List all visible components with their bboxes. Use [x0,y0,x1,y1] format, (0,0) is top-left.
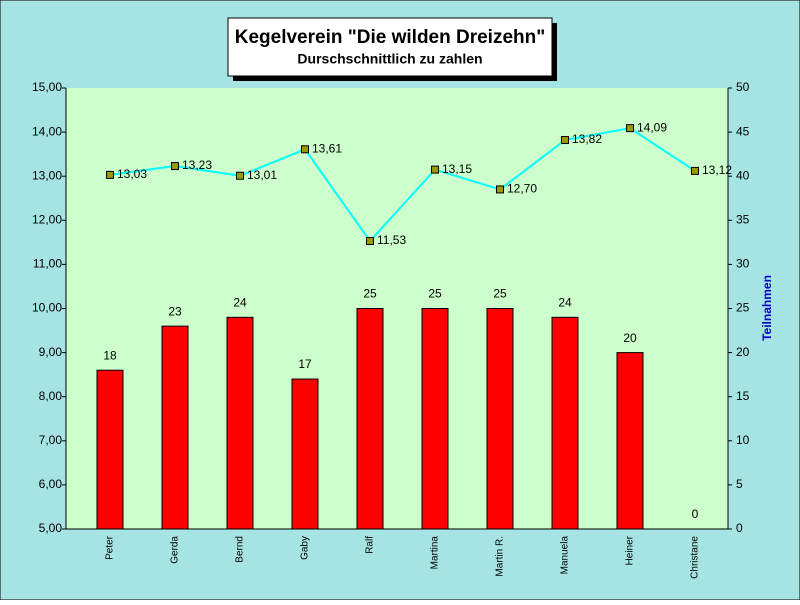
y2-tick-label: 10 [736,433,750,447]
line-label: 14,09 [637,120,667,134]
bar [616,352,644,530]
bar-label: 25 [493,287,507,301]
line-label: 13,61 [312,141,342,155]
line-marker [301,145,309,154]
y-tick-label: 5,00 [39,521,63,535]
bar [291,378,319,530]
y-tick-label: 13,00 [32,168,62,182]
line-marker [496,185,504,194]
y2-axis-title: Teilnahmen [760,275,774,341]
line-marker [626,124,634,133]
y-tick-label: 10,00 [32,301,62,315]
y-tick-label: 6,00 [39,477,63,491]
line-marker [691,166,699,175]
y-tick-label: 7,00 [39,433,63,447]
x-tick-label: Peter [105,535,116,560]
title-box [227,17,553,77]
y-tick-label: 12,00 [32,212,62,226]
y2-tick-label: 35 [736,212,750,226]
line-label: 13,01 [247,168,277,182]
x-tick-label: Manuela [560,536,571,575]
y-tick-label: 15,00 [32,80,62,94]
x-tick-label: Gaby [300,536,311,560]
bar-label: 25 [363,287,377,301]
y-tick-label: 8,00 [39,389,63,403]
y-tick-label: 9,00 [39,345,63,359]
y2-tick-label: 20 [736,345,750,359]
line-marker [106,170,114,179]
bar [161,325,189,530]
y-tick-label: 11,00 [33,257,62,271]
bar [486,308,514,530]
x-tick-label: Martin R. [495,536,506,577]
y2-tick-label: 30 [736,257,750,271]
line-label: 13,15 [442,162,472,176]
x-tick-label: Gerda [170,536,181,564]
x-tick-label: Christane [690,536,701,579]
bar-label: 23 [168,304,182,318]
y2-tick-label: 5 [736,477,743,491]
line-label: 11,53 [377,233,406,247]
y2-tick-label: 40 [736,168,750,182]
line-label: 13,82 [572,132,602,146]
bar-label: 18 [103,348,117,362]
bar-label: 20 [623,331,637,345]
line-marker [366,237,374,246]
x-tick-label: Ralf [365,536,376,554]
bar [356,308,384,530]
bar [551,316,579,530]
y2-tick-label: 25 [736,301,750,315]
y-tick-label: 14,00 [32,124,62,138]
line-marker [236,171,244,180]
y2-tick-label: 15 [736,389,750,403]
chart-subtitle: Durschschnittlich zu zahlen [297,51,482,67]
bar-label: 25 [428,287,442,301]
bar-label: 0 [692,507,699,521]
line-marker [561,136,569,145]
y2-tick-label: 45 [736,124,750,138]
bar [421,308,449,530]
bar [226,316,254,530]
line-marker [431,165,439,174]
y2-tick-label: 50 [736,80,750,94]
x-tick-label: Martina [430,536,441,570]
line-label: 13,12 [702,163,732,177]
line-label: 13,03 [117,167,147,181]
chart-title: Kegelverein "Die wilden Dreizehn" [235,27,546,48]
line-label: 13,23 [182,158,212,172]
bar-label: 24 [558,295,572,309]
line [109,127,696,243]
bar-label: 24 [233,295,247,309]
x-tick-label: Bernd [235,536,246,563]
x-tick-label: Heiner [625,535,636,565]
bar-label: 17 [298,357,312,371]
bar [96,369,124,530]
line-label: 12,70 [507,182,537,196]
y2-tick-label: 0 [736,521,743,535]
line-marker [171,162,179,171]
